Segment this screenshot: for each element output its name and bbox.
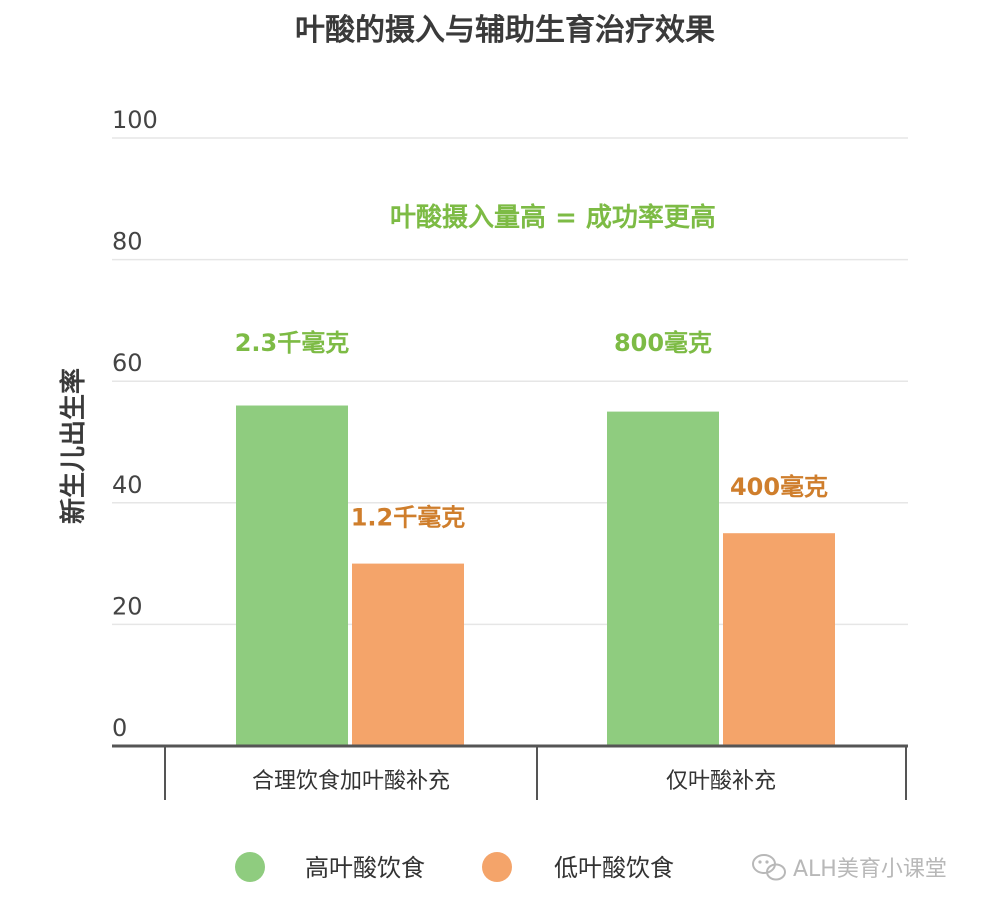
y-tick-80: 80 [112,228,143,256]
data-label-0-1: 1.2千毫克 [351,504,466,532]
chart-title: 叶酸的摄入与辅助生育治疗效果 [295,13,715,48]
bar-1-0 [607,411,719,746]
category-label-0: 合理饮食加叶酸补充 [252,769,450,794]
x-axis [112,744,908,800]
chart-annotation: 叶酸摄入量高 = 成功率更高 [390,202,716,233]
data-label-0-0: 2.3千毫克 [235,329,350,357]
watermark-text: ALH美育小课堂 [793,857,947,882]
legend-swatch-1 [482,852,512,882]
y-tick-labels: 0 20 40 60 80 100 [112,106,158,742]
data-label-1-0: 800毫克 [614,329,712,357]
legend-label-0: 高叶酸饮食 [305,854,425,882]
bar-0-1 [352,563,464,746]
category-labels: 合理饮食加叶酸补充 仅叶酸补充 [252,769,776,794]
bar-0-0 [236,405,348,746]
y-axis-label: 新生儿出生率 [58,368,89,524]
legend-label-1: 低叶酸饮食 [554,854,674,882]
bar-1-1 [723,533,835,746]
legend: 高叶酸饮食 低叶酸饮食 [235,852,674,882]
y-tick-40: 40 [112,471,143,499]
data-labels: 2.3千毫克 1.2千毫克 800毫克 400毫克 [235,329,828,531]
y-tick-20: 20 [112,592,143,620]
y-tick-100: 100 [112,106,158,134]
data-label-1-1: 400毫克 [730,473,828,501]
watermark: ALH美育小课堂 [752,854,947,882]
wechat-icon [752,854,786,881]
y-tick-60: 60 [112,349,143,377]
y-tick-0: 0 [112,714,127,742]
category-label-1: 仅叶酸补充 [666,769,776,794]
bars [236,405,835,746]
legend-swatch-0 [235,852,265,882]
